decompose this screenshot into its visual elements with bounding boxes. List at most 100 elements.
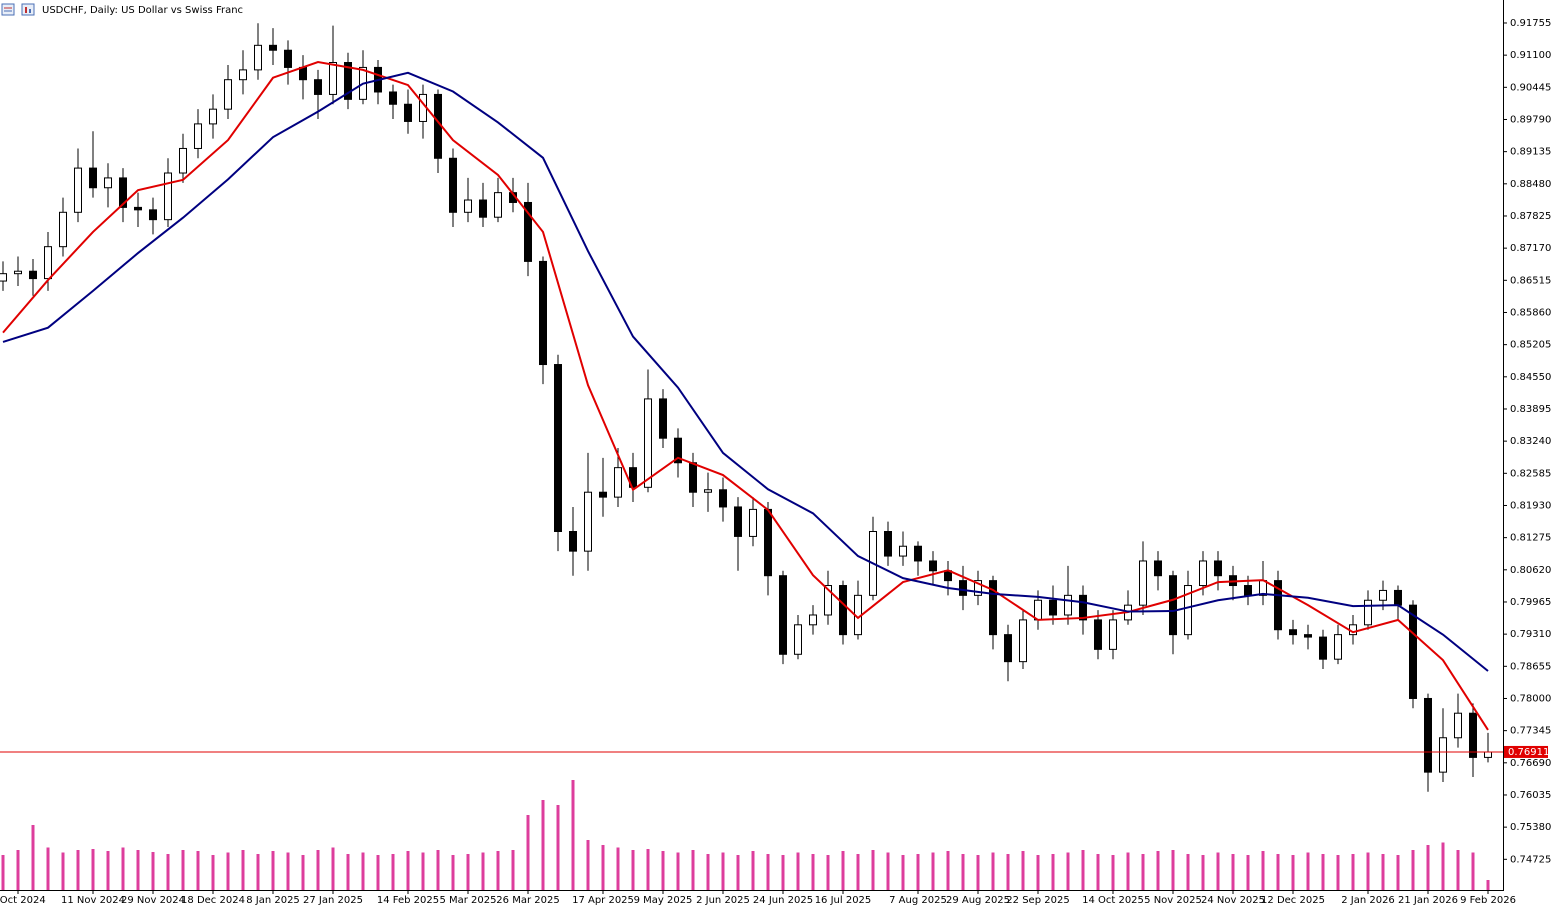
y-tick-label: 0.81275	[1510, 533, 1551, 544]
candle-body	[194, 123, 202, 149]
volume-bar	[841, 851, 845, 890]
volume-bar	[1306, 852, 1310, 890]
volume-bar	[76, 850, 80, 890]
volume-bar	[1426, 845, 1430, 890]
candle-body	[149, 209, 157, 221]
x-tick-label: 7 Aug 2025	[889, 895, 947, 906]
x-tick-label: 29 Aug 2025	[946, 895, 1010, 906]
candle-body	[734, 506, 742, 537]
volume-bar	[541, 800, 545, 890]
candle-body	[524, 201, 532, 262]
y-tick-label: 0.78000	[1510, 693, 1551, 704]
candle-body	[119, 177, 127, 208]
x-tick-label: 2 Jun 2025	[696, 895, 750, 906]
volume-bar	[1336, 855, 1340, 890]
volume-bar	[1441, 842, 1445, 890]
volume-bar	[211, 855, 215, 890]
volume-bar	[1036, 855, 1040, 890]
candle-body	[974, 580, 982, 596]
candle-body	[209, 108, 217, 125]
volume-bar	[1276, 854, 1280, 890]
candle-body	[569, 531, 577, 552]
candle-body	[1079, 594, 1087, 621]
volume-bar	[136, 850, 140, 890]
volume-bar	[256, 854, 260, 890]
volume-bar	[346, 854, 350, 890]
candle-body	[104, 177, 112, 189]
candle-body	[659, 398, 667, 439]
y-tick-label: 0.77345	[1510, 726, 1551, 737]
volume-bar	[736, 855, 740, 890]
candle-body	[314, 79, 322, 95]
volume-bar	[586, 840, 590, 890]
y-tick-label: 0.91755	[1510, 18, 1551, 29]
volume-bar	[691, 850, 695, 890]
candle-body	[1094, 619, 1102, 650]
candle-body	[809, 614, 817, 626]
candle-body	[1199, 560, 1207, 587]
chart-title: USDCHF, Daily: US Dollar vs Swiss Franc	[42, 5, 243, 16]
volume-bar	[1321, 854, 1325, 890]
candle-body	[179, 147, 187, 174]
candle-body	[449, 157, 457, 213]
volume-bar	[196, 851, 200, 890]
candle-body	[989, 580, 997, 636]
volume-bar	[31, 825, 35, 890]
candle-body	[779, 575, 787, 655]
volume-bar	[436, 850, 440, 890]
candle-body	[884, 531, 892, 557]
x-tick-label: 14 Feb 2025	[377, 895, 439, 906]
y-tick-label: 0.89135	[1510, 147, 1551, 158]
volume-bar	[1186, 854, 1190, 890]
volume-bar	[376, 855, 380, 890]
volume-bar	[826, 855, 830, 890]
candle-body	[929, 560, 937, 572]
y-tick-label: 0.81930	[1510, 500, 1551, 511]
volume-bar	[316, 850, 320, 890]
y-tick-label: 0.87825	[1510, 211, 1551, 222]
volume-bar	[661, 851, 665, 890]
candle-body	[824, 585, 832, 616]
y-tick-label: 0.89790	[1510, 114, 1551, 125]
volume-bar	[466, 854, 470, 890]
volume-bar	[961, 854, 965, 890]
volume-bar	[976, 855, 980, 890]
icon-chart	[21, 3, 35, 16]
y-tick-label: 0.75380	[1510, 822, 1551, 833]
candle-body	[1109, 619, 1117, 650]
candle-body	[1169, 575, 1177, 636]
volume-bar	[571, 780, 575, 890]
candle-body	[599, 491, 607, 498]
candle-body	[1439, 737, 1447, 773]
candle-body	[1364, 599, 1372, 626]
candle-body	[1154, 560, 1162, 577]
volume-bar	[1366, 852, 1370, 890]
candle-body	[464, 199, 472, 213]
volume-bar	[931, 852, 935, 890]
candle-body	[1274, 580, 1282, 631]
volume-bar	[1216, 852, 1220, 890]
volume-bar	[1006, 854, 1010, 890]
x-tick-label: 5 Nov 2025	[1144, 895, 1202, 906]
candle-body	[914, 545, 922, 562]
candle-body	[1139, 560, 1147, 606]
y-tick-label: 0.85205	[1510, 340, 1551, 351]
volume-bar	[991, 852, 995, 890]
volume-bar	[1396, 855, 1400, 890]
y-tick-label: 0.87170	[1510, 243, 1551, 254]
volume-bar	[46, 847, 50, 890]
y-tick-label: 0.83895	[1510, 404, 1551, 415]
volume-bar	[1456, 850, 1460, 890]
volume-bar	[181, 850, 185, 890]
candle-body	[1289, 629, 1297, 636]
y-tick-label: 0.91100	[1510, 50, 1551, 61]
volume-bar	[166, 854, 170, 890]
title-icons	[1, 3, 35, 16]
volume-bar	[1411, 850, 1415, 890]
volume-bar	[361, 852, 365, 890]
candle-body	[959, 580, 967, 596]
volume-bar	[706, 854, 710, 890]
volume-bar	[1291, 855, 1295, 890]
candle-body	[1484, 751, 1492, 758]
volume-bar	[1351, 854, 1355, 890]
